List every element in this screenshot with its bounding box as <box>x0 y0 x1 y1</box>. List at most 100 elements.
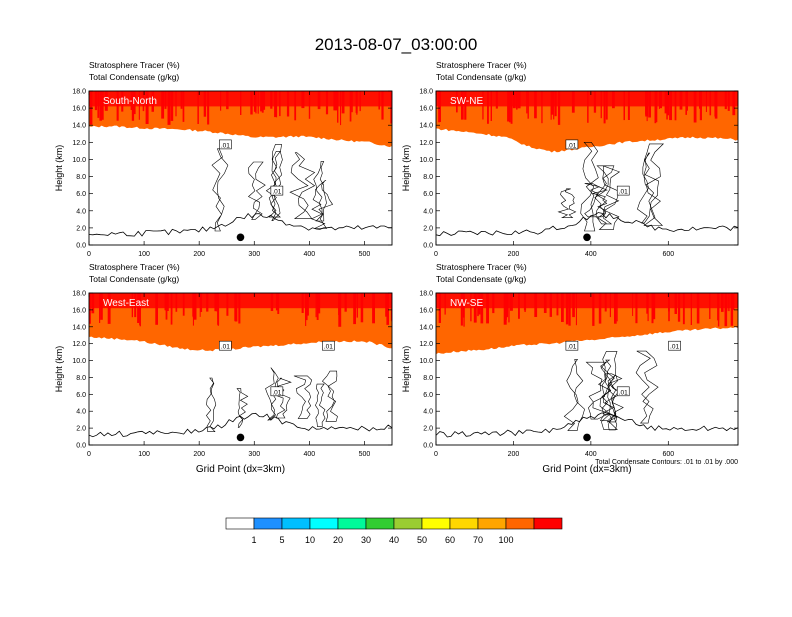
location-marker <box>236 433 245 442</box>
panel-sw-ne: Stratosphere Tracer (%) Total Condensate … <box>401 60 739 258</box>
x-tick-label: 0 <box>434 251 438 258</box>
y-tick-label: 14.0 <box>419 123 433 130</box>
condensate-contour <box>236 388 249 428</box>
plot-area: .01 .01 <box>436 91 738 242</box>
tracer-core <box>436 91 738 107</box>
colorbar-swatch <box>533 517 563 530</box>
contour-label: .01 <box>272 189 281 196</box>
panel-subtitle-condensate: Total Condensate (g/kg) <box>89 72 179 82</box>
figure-title: 2013-08-07_03:00:00 <box>315 35 478 54</box>
tracer-streak <box>182 91 185 122</box>
x-axis-label: Grid Point (dx=3km) <box>196 464 285 475</box>
y-tick-label: 2.0 <box>423 225 433 232</box>
tracer-streak <box>690 293 692 325</box>
colorbar-label: 5 <box>279 535 284 545</box>
colorbar-label: 100 <box>498 535 513 545</box>
tracer-streak <box>238 293 241 324</box>
y-tick-label: 0.0 <box>76 243 86 250</box>
colorbar-swatch <box>365 517 395 530</box>
colorbar-label: 40 <box>389 535 399 545</box>
colorbar-swatch <box>309 517 339 530</box>
panel-subtitle-condensate: Total Condensate (g/kg) <box>436 274 526 284</box>
plot-area: .01 .01 .01 <box>89 293 392 442</box>
tracer-streak <box>197 91 199 124</box>
y-tick-label: 12.0 <box>419 341 433 348</box>
tracer-core <box>89 91 392 107</box>
x-tick-label: 200 <box>193 451 205 458</box>
condensate-contour <box>315 383 326 427</box>
contour-label-box <box>219 139 232 150</box>
colorbar-swatch <box>253 517 283 530</box>
panel-subtitle-tracer: Stratosphere Tracer (%) <box>89 262 180 272</box>
x-tick-label: 600 <box>662 451 674 458</box>
tracer-streak <box>693 91 697 123</box>
contour-label-box <box>565 139 579 150</box>
location-marker <box>583 433 591 442</box>
tracer-streak <box>592 293 595 326</box>
y-tick-label: 2.0 <box>76 225 86 232</box>
contour-label-box <box>322 340 335 351</box>
tracer-streak <box>338 293 342 327</box>
panel-nw-se: Stratosphere Tracer (%) Total Condensate … <box>401 262 739 475</box>
tracer-streak <box>167 91 171 125</box>
x-tick-label: 400 <box>304 451 316 458</box>
panel-subtitle-condensate: Total Condensate (g/kg) <box>436 72 526 82</box>
condensate-contour <box>643 143 665 226</box>
condensate-contour <box>289 152 316 219</box>
panel-label: NW-SE <box>450 298 483 309</box>
tracer-streak <box>509 91 511 123</box>
panel-west-east: Stratosphere Tracer (%) Total Condensate … <box>54 262 393 475</box>
x-tick-label: 100 <box>138 251 150 258</box>
tracer-streak <box>724 293 728 327</box>
terrain-line <box>89 412 392 438</box>
y-tick-label: 18.0 <box>72 89 86 96</box>
y-tick-label: 8.0 <box>423 174 433 181</box>
tracer-streak <box>565 293 569 325</box>
y-tick-label: 4.0 <box>423 208 433 215</box>
condensate-contour <box>313 161 327 222</box>
y-tick-label: 8.0 <box>76 375 86 382</box>
panel-subtitle-condensate: Total Condensate (g/kg) <box>89 274 179 284</box>
tracer-streak <box>305 293 307 326</box>
condensate-contour <box>272 377 292 419</box>
contour-label-box <box>219 340 232 351</box>
condensate-contour <box>211 148 229 232</box>
tracer-streak <box>340 91 342 126</box>
tracer-streak <box>207 91 210 125</box>
plot-area: .01 .01 <box>89 91 392 242</box>
condensate-contour <box>310 180 334 229</box>
y-axis-label: Height (km) <box>401 346 411 393</box>
y-tick-label: 18.0 <box>419 89 433 96</box>
contour-label: .01 <box>272 389 281 396</box>
tracer-streak <box>353 293 356 325</box>
contour-label-box <box>616 386 630 397</box>
y-tick-label: 0.0 <box>423 243 433 250</box>
x-tick-label: 300 <box>248 251 260 258</box>
y-tick-label: 10.0 <box>72 157 86 164</box>
y-tick-label: 14.0 <box>419 324 433 331</box>
tracer-streak <box>603 91 606 124</box>
tracer-streak <box>730 293 734 326</box>
condensate-contour <box>206 377 217 432</box>
condensate-contour <box>607 375 619 431</box>
y-tick-label: 12.0 <box>419 140 433 147</box>
colorbar-swatch <box>281 517 311 530</box>
tracer-streak <box>217 293 220 325</box>
y-tick-label: 10.0 <box>419 157 433 164</box>
tracer-streak <box>155 293 158 325</box>
colorbar-swatch <box>421 517 451 530</box>
y-tick-label: 8.0 <box>76 174 86 181</box>
panel-label: SW-NE <box>450 96 483 107</box>
tracer-streak <box>614 293 617 324</box>
tracer-streak <box>587 91 589 123</box>
x-tick-label: 200 <box>508 251 520 258</box>
y-tick-label: 12.0 <box>72 140 86 147</box>
condensate-contour <box>637 152 660 224</box>
panel-subtitle-tracer: Stratosphere Tracer (%) <box>89 60 180 70</box>
plot-area: .01 .01 .01 <box>436 293 738 442</box>
y-tick-label: 14.0 <box>72 123 86 130</box>
panel-south-north: Stratosphere Tracer (%) Total Condensate … <box>54 60 393 258</box>
colorbar-label: 1 <box>251 535 256 545</box>
y-tick-label: 16.0 <box>72 106 86 113</box>
colorbar: 1 5 10 20 30 40 50 60 70 100 <box>225 517 563 545</box>
